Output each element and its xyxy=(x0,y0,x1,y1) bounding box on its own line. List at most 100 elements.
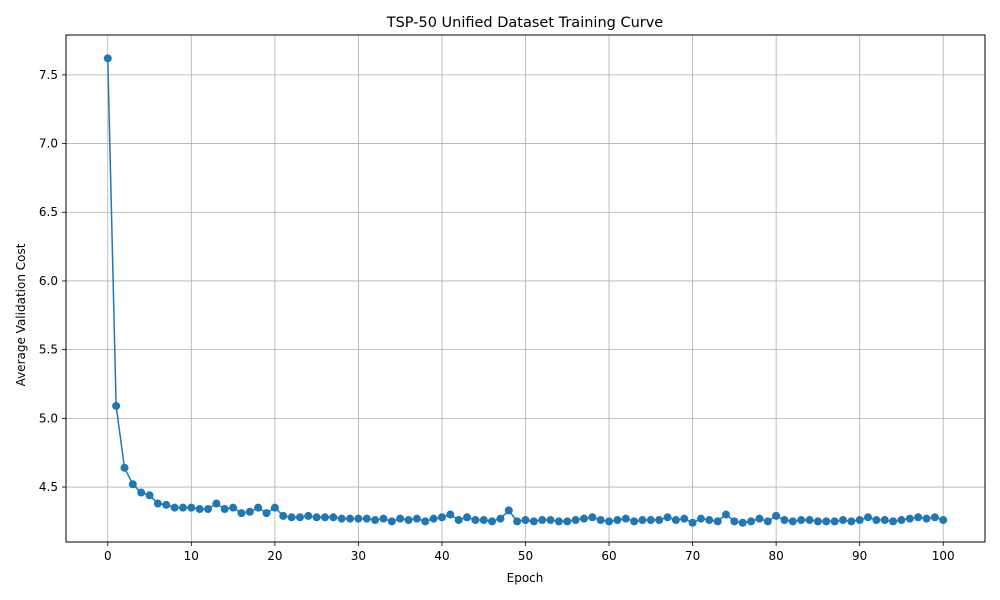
data-point xyxy=(479,516,488,525)
data-point xyxy=(797,516,806,525)
data-point xyxy=(245,507,254,516)
data-point xyxy=(162,500,171,509)
data-point xyxy=(763,517,772,526)
data-point xyxy=(187,503,196,512)
data-point xyxy=(220,505,229,514)
data-point xyxy=(930,513,939,522)
data-point xyxy=(780,516,789,525)
x-tick-label: 70 xyxy=(685,549,700,563)
data-point xyxy=(504,506,513,515)
data-point xyxy=(730,517,739,526)
data-point xyxy=(529,517,538,526)
x-tick-label: 20 xyxy=(267,549,282,563)
data-point xyxy=(788,517,797,526)
data-point xyxy=(287,513,296,522)
data-point xyxy=(905,514,914,523)
y-tick-label: 6.5 xyxy=(39,205,58,219)
data-point xyxy=(772,511,781,520)
data-point xyxy=(454,516,463,525)
x-tick-label: 50 xyxy=(518,549,533,563)
data-point xyxy=(563,517,572,526)
data-point xyxy=(421,517,430,526)
data-point xyxy=(554,517,563,526)
data-point xyxy=(371,516,380,525)
plot-area xyxy=(103,54,948,527)
data-point xyxy=(312,513,321,522)
data-point xyxy=(696,514,705,523)
x-tick-label: 100 xyxy=(932,549,955,563)
data-point xyxy=(337,514,346,523)
y-tick-label: 4.5 xyxy=(39,480,58,494)
data-point xyxy=(178,503,187,512)
data-point xyxy=(546,516,555,525)
data-point xyxy=(688,518,697,527)
y-tick-label: 7.5 xyxy=(39,68,58,82)
data-point xyxy=(254,503,263,512)
y-tick-label: 5.0 xyxy=(39,411,58,425)
data-point xyxy=(872,516,881,525)
data-point xyxy=(346,514,355,523)
data-point xyxy=(429,514,438,523)
data-point xyxy=(830,517,839,526)
data-point xyxy=(362,514,371,523)
data-point xyxy=(596,516,605,525)
data-point xyxy=(137,488,146,497)
y-tick-label: 7.0 xyxy=(39,137,58,151)
data-point xyxy=(270,503,279,512)
data-point xyxy=(521,516,530,525)
data-point xyxy=(747,517,756,526)
data-point xyxy=(471,516,480,525)
data-point xyxy=(705,516,714,525)
data-point xyxy=(847,517,856,526)
data-point xyxy=(295,513,304,522)
data-point xyxy=(262,509,271,518)
data-point xyxy=(229,503,238,512)
data-point xyxy=(680,514,689,523)
data-point xyxy=(112,401,121,410)
data-point xyxy=(646,516,655,525)
data-point xyxy=(722,510,731,519)
data-point xyxy=(805,516,814,525)
data-point xyxy=(588,513,597,522)
data-point xyxy=(655,516,664,525)
data-point xyxy=(204,505,213,514)
data-point xyxy=(880,516,889,525)
data-point xyxy=(822,517,831,526)
data-point xyxy=(396,514,405,523)
data-point xyxy=(237,509,246,518)
data-point xyxy=(663,513,672,522)
x-tick-label: 80 xyxy=(768,549,783,563)
data-point xyxy=(755,514,764,523)
data-point xyxy=(103,54,112,63)
x-tick-label: 40 xyxy=(434,549,449,563)
data-point xyxy=(922,514,931,523)
data-point xyxy=(630,517,639,526)
data-point xyxy=(939,516,948,525)
data-point xyxy=(914,513,923,522)
data-point xyxy=(538,516,547,525)
data-point xyxy=(304,511,313,520)
data-point xyxy=(813,517,822,526)
data-point xyxy=(496,514,505,523)
x-tick-label: 10 xyxy=(184,549,199,563)
data-point xyxy=(713,517,722,526)
data-point xyxy=(195,505,204,514)
data-point xyxy=(153,499,162,508)
data-point xyxy=(329,513,338,522)
data-point xyxy=(437,513,446,522)
data-point xyxy=(128,480,137,489)
grid xyxy=(66,35,985,542)
data-point xyxy=(463,513,472,522)
data-point xyxy=(404,516,413,525)
data-point xyxy=(354,514,363,523)
data-point xyxy=(613,516,622,525)
x-axis-label: Epoch xyxy=(507,571,544,585)
data-point xyxy=(571,516,580,525)
data-point xyxy=(320,513,329,522)
data-point xyxy=(412,514,421,523)
data-point xyxy=(855,516,864,525)
data-point xyxy=(889,517,898,526)
data-point xyxy=(621,514,630,523)
data-point xyxy=(638,516,647,525)
